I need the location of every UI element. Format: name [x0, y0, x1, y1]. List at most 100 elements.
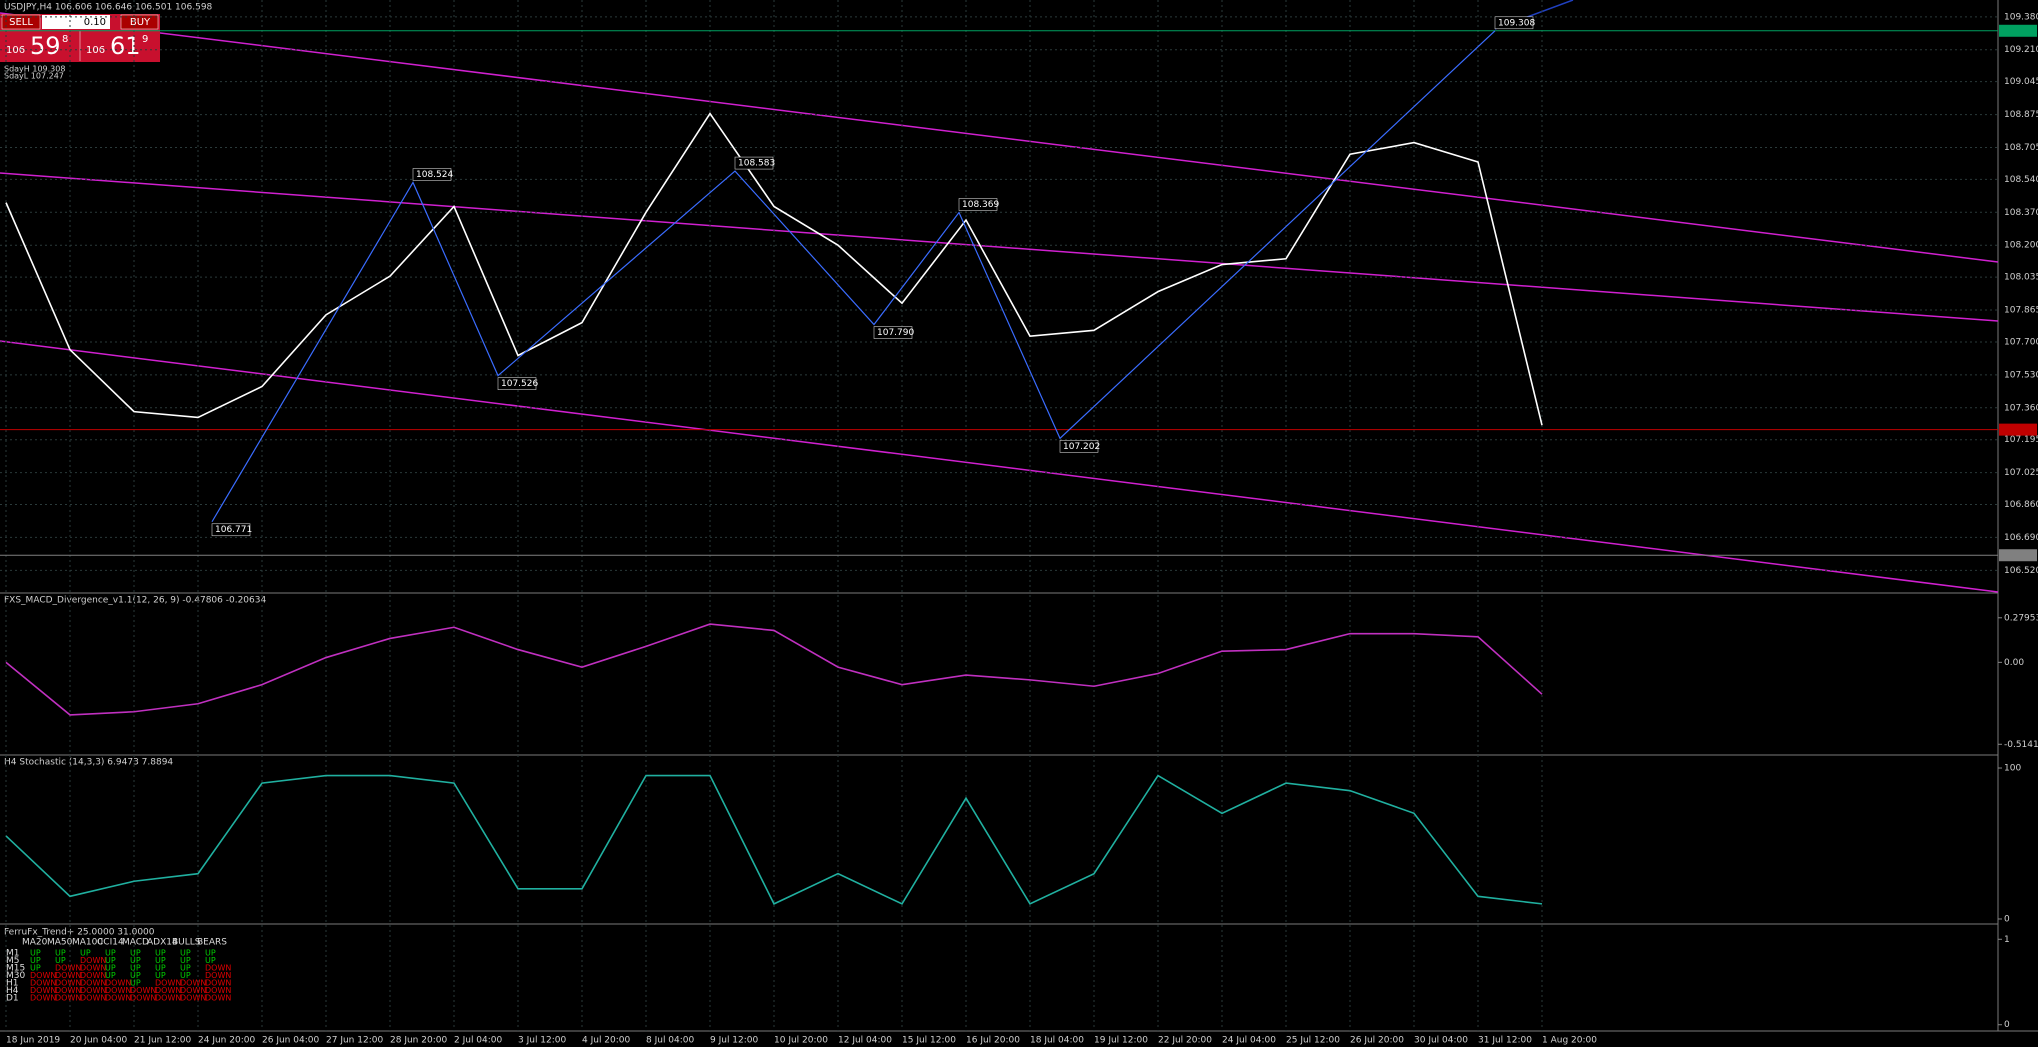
pivot-label-box [412, 168, 452, 181]
y-tick-label: 107.700 [2004, 337, 2038, 347]
channel-line [0, 172, 1999, 322]
trend-cell: DOWN [180, 979, 206, 988]
sell-label[interactable]: SELL [9, 17, 33, 28]
trend-cell: UP [30, 949, 41, 958]
trend-column: MA20 [22, 938, 48, 948]
trend-column: MA50 [47, 938, 73, 948]
trend-cell: DOWN [30, 986, 56, 995]
trend-cell: DOWN [155, 986, 181, 995]
trend-row-name: M1 [6, 949, 20, 959]
trend-cell: DOWN [55, 994, 81, 1003]
trend-cell: DOWN [55, 964, 81, 973]
x-tick-label: 30 Jul 04:00 [1414, 1036, 1468, 1046]
trend-cell: DOWN [80, 956, 106, 965]
trend-cell: UP [105, 949, 116, 958]
lot-input[interactable] [42, 15, 110, 29]
x-tick-label: 15 Jul 12:00 [902, 1036, 956, 1046]
y-tick-label: 109.045 [2004, 77, 2038, 87]
y-tick-label: 106.860 [2004, 500, 2038, 510]
trend-column: ADX14 [147, 938, 178, 948]
y-tick-label: 107.025 [2004, 468, 2038, 478]
trend-row-name: H4 [6, 986, 19, 996]
ask-big[interactable]: 106 [86, 45, 105, 56]
ask-small[interactable]: 9 [142, 34, 148, 45]
trend-cell: UP [205, 956, 216, 965]
x-tick-label: 10 Jul 20:00 [774, 1036, 828, 1046]
trend-cell: UP [55, 949, 66, 958]
trend-cell: DOWN [30, 994, 56, 1003]
channel-line [0, 12, 1999, 263]
y-tick-label: 0.27953 [2004, 613, 2038, 623]
y-tick-label: 107.360 [2004, 403, 2038, 413]
bid-small[interactable]: 8 [62, 34, 68, 45]
trend-cell: DOWN [80, 994, 106, 1003]
x-tick-label: 24 Jun 20:00 [198, 1036, 255, 1046]
trend-cell: DOWN [205, 986, 231, 995]
trend-column: MACD [122, 938, 149, 948]
trend-column: BULLS [172, 938, 201, 948]
ask-main[interactable]: 61 [110, 32, 141, 60]
day-low: SdayL 107.247 [4, 72, 64, 81]
x-tick-label: 20 Jun 04:00 [70, 1036, 127, 1046]
sell-button[interactable] [1, 14, 41, 30]
bid-big[interactable]: 106 [6, 45, 25, 56]
trend-row-name: M30 [6, 971, 25, 981]
trend-cell: UP [130, 979, 141, 988]
pivot-label-box [1494, 16, 1534, 30]
trendlines [0, 0, 1999, 593]
trend-row-name: D1 [6, 994, 19, 1004]
y-tick-label: 100 [2004, 764, 2021, 774]
trend-cell: DOWN [205, 964, 231, 973]
trend-cell: UP [180, 971, 191, 980]
trend-cell: DOWN [130, 986, 156, 995]
pivot-label: 107.202 [1063, 442, 1100, 452]
trend-cell: UP [105, 956, 116, 965]
macd-line [5, 623, 1543, 716]
pivot-label: 107.790 [877, 328, 914, 338]
y-tick-label: 107.530 [2004, 370, 2038, 380]
lot-value[interactable]: 0.10 [84, 17, 106, 28]
trend-cell: UP [130, 956, 141, 965]
trend-cell: UP [105, 964, 116, 973]
trend-cell: DOWN [80, 986, 106, 995]
y-tick-label: 109.380 [2004, 12, 2038, 22]
buy-button[interactable] [120, 14, 159, 30]
trend-cell: DOWN [205, 994, 231, 1003]
trend-cell: UP [80, 949, 91, 958]
x-tick-label: 2 Jul 04:00 [454, 1036, 503, 1046]
y-tick-label: 108.540 [2004, 175, 2038, 185]
trend-cell: UP [155, 964, 166, 973]
trend-cell: DOWN [130, 994, 156, 1003]
trend-cell: DOWN [80, 979, 106, 988]
y-tick-label: 106.690 [2004, 533, 2038, 543]
y-tick-label: 106.520 [2004, 566, 2038, 576]
price-level-box [1999, 24, 2037, 37]
x-tick-label: 18 Jul 04:00 [1030, 1036, 1084, 1046]
trend-title: FerruFx_Trend+ 25.0000 31.0000 [4, 928, 155, 938]
trend-cell: DOWN [30, 979, 56, 988]
x-tick-label: 3 Jul 12:00 [518, 1036, 567, 1046]
y-tick-label: 109.210 [2004, 45, 2038, 55]
trend-cell: UP [155, 949, 166, 958]
buy-label[interactable]: BUY [130, 17, 151, 28]
x-tick-label: 21 Jun 12:00 [134, 1036, 191, 1046]
pivot-label: 106.771 [215, 525, 252, 535]
symbol-header: USDJPY,H4 106.606 106.646 106.501 106.59… [4, 3, 213, 13]
x-tick-label: 22 Jul 20:00 [1158, 1036, 1212, 1046]
channel-line [0, 340, 1999, 593]
trend-cell: DOWN [55, 979, 81, 988]
price-level-box [1999, 549, 2037, 562]
x-tick-label: 4 Jul 20:00 [582, 1036, 631, 1046]
pivot-label-box [211, 523, 251, 537]
trend-cell: DOWN [155, 994, 181, 1003]
stochastic-line [5, 774, 1543, 905]
trend-cell: DOWN [180, 986, 206, 995]
trend-cell: DOWN [105, 994, 131, 1003]
day-high: SdayH 109.308 [4, 65, 65, 74]
y-tick-label: 0 [2004, 1020, 2010, 1030]
bid-main[interactable]: 59 [30, 32, 61, 60]
pivot-label: 108.524 [416, 170, 453, 180]
pivot-label: 109.308 [1498, 18, 1535, 28]
